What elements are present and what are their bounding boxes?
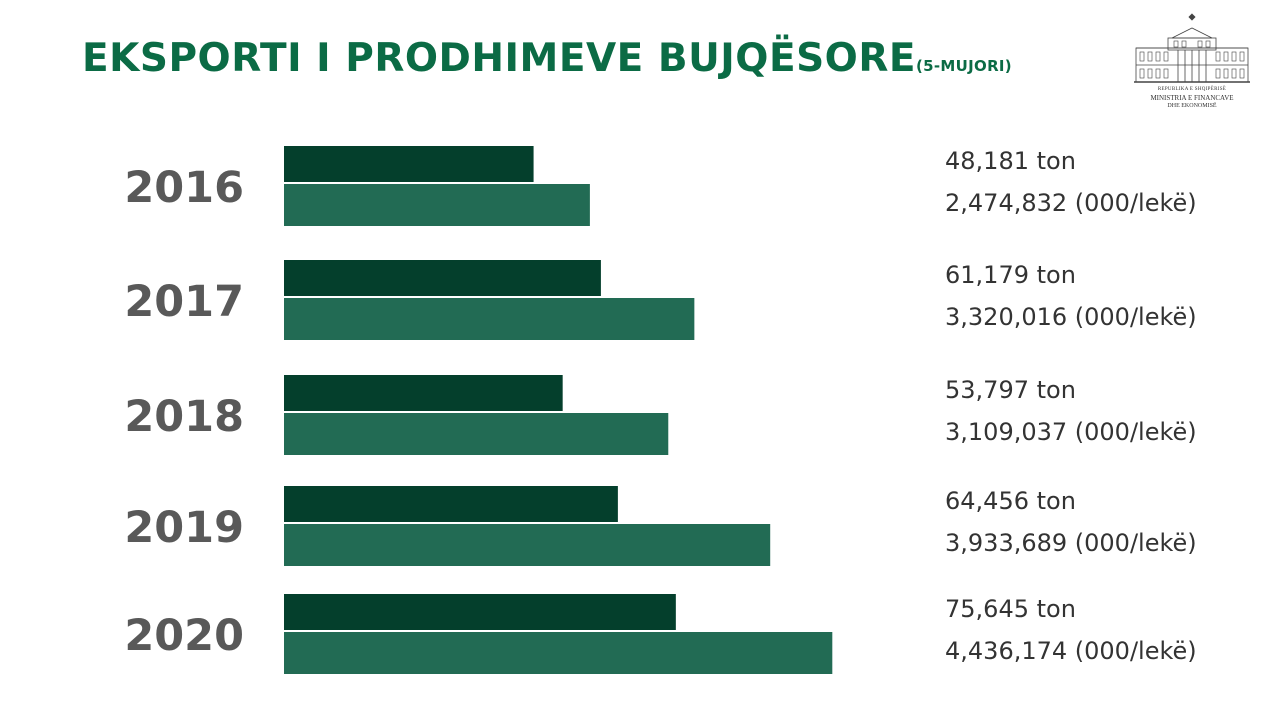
logo-line-2: MINISTRIA E FINANCAVE: [1150, 94, 1234, 102]
page-subtitle: (5-MUJORI): [916, 57, 1012, 75]
tons-label-2017: 61,179 ton: [945, 261, 1076, 289]
year-label-2020: 2020: [124, 611, 244, 661]
value-bar-2016: [284, 184, 590, 226]
tons-label-2020: 75,645 ton: [945, 595, 1076, 623]
ministry-building-icon: [1134, 13, 1250, 83]
ministry-logo: REPUBLIKA E SHQIPËRISË MINISTRIA E FINAN…: [1128, 10, 1256, 110]
value-bar-2017: [284, 298, 695, 340]
logo-line-1: REPUBLIKA E SHQIPËRISË: [1157, 87, 1227, 92]
tons-bar-2017: [284, 260, 601, 296]
value-label-2019: 3,933,689 (000/lekë): [945, 529, 1197, 557]
page-title-text: EKSPORTI I PRODHIMEVE BUJQËSORE: [82, 36, 917, 81]
tons-bar-2019: [284, 486, 618, 522]
value-bar-2020: [284, 632, 833, 674]
value-label-2018: 3,109,037 (000/lekë): [945, 418, 1197, 446]
year-label-2018: 2018: [124, 392, 244, 442]
tons-bar-2016: [284, 146, 534, 182]
value-label-2020: 4,436,174 (000/lekë): [945, 637, 1197, 665]
value-label-2016: 2,474,832 (000/lekë): [945, 189, 1197, 217]
tons-label-2019: 64,456 ton: [945, 487, 1076, 515]
year-label-2019: 2019: [124, 503, 244, 553]
value-label-2017: 3,320,016 (000/lekë): [945, 303, 1197, 331]
tons-bar-2020: [284, 594, 676, 630]
year-label-2017: 2017: [124, 277, 244, 327]
tons-bar-2018: [284, 375, 563, 411]
tons-label-2016: 48,181 ton: [945, 147, 1076, 175]
year-label-2016: 2016: [124, 163, 244, 213]
tons-label-2018: 53,797 ton: [945, 376, 1076, 404]
value-bar-2018: [284, 413, 669, 455]
logo-line-3: DHE EKONOMISË: [1167, 103, 1217, 109]
page-title: EKSPORTI I PRODHIMEVE BUJQËSORE(5-MUJORI…: [82, 36, 1012, 81]
value-bar-2019: [284, 524, 771, 566]
